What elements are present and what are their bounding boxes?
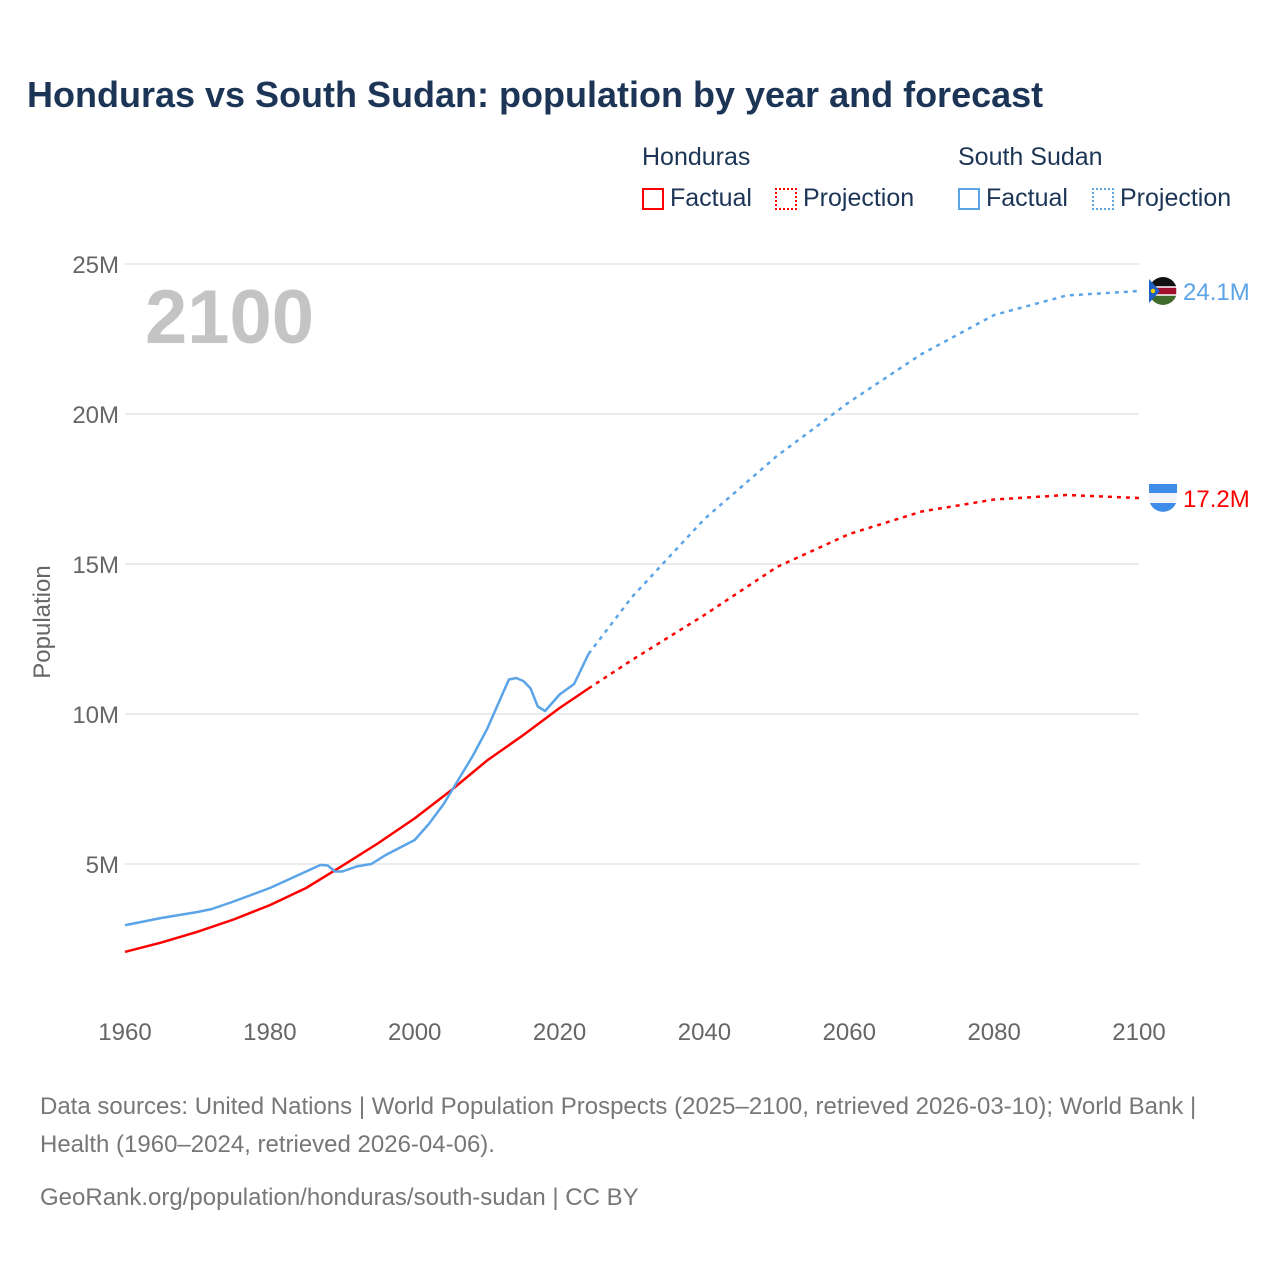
x-tick-label: 1960	[98, 1019, 151, 1046]
south-sudan-end-label: 24.1M	[1183, 279, 1250, 306]
flag-stripe	[1150, 484, 1176, 493]
legend-honduras-projection[interactable]: Projection	[775, 184, 914, 213]
flag-star	[1150, 288, 1156, 294]
x-tick-label: 2100	[1112, 1019, 1165, 1046]
x-tick-label: 2060	[823, 1019, 876, 1046]
y-tick-label: 15M	[72, 552, 119, 579]
chart-title: Honduras vs South Sudan: population by y…	[27, 74, 1044, 115]
legend-label: Factual	[986, 184, 1068, 212]
legend-swatch-solid	[642, 187, 664, 210]
legend-swatch-solid	[958, 187, 980, 210]
x-tick-label: 1980	[243, 1019, 296, 1046]
honduras-factual-line	[124, 687, 590, 954]
source-link[interactable]: GeoRank.org/population/honduras/south-su…	[40, 1184, 639, 1211]
footer: Data sources: United Nations | World Pop…	[40, 1088, 1240, 1217]
legend-swatch-dotted	[1092, 187, 1114, 210]
south-sudan-factual-line	[124, 653, 590, 927]
honduras-end-label: 17.2M	[1183, 486, 1250, 513]
y-tick-label: 10M	[72, 702, 119, 729]
legend-swatch-dotted	[775, 187, 797, 210]
legend-honduras-factual[interactable]: Factual	[642, 184, 752, 213]
honduras-projection-line	[587, 493, 1140, 690]
legend-label: Factual	[670, 184, 752, 212]
legend-south-sudan-factual[interactable]: Factual	[958, 184, 1068, 213]
x-tick-label: 2020	[533, 1019, 586, 1046]
flag-stripe	[1150, 503, 1176, 512]
y-tick-label: 25M	[72, 252, 119, 279]
x-tick-label: 2040	[678, 1019, 731, 1046]
legend-label: Projection	[1120, 184, 1232, 212]
legend-south-sudan-projection[interactable]: Projection	[1092, 184, 1231, 213]
south-sudan-projection-line	[587, 289, 1140, 655]
data-sources: Data sources: United Nations | World Pop…	[40, 1093, 1197, 1158]
y-tick-label: 20M	[72, 402, 119, 429]
legend-group-honduras: Honduras	[642, 143, 751, 171]
legend-group-south-sudan: South Sudan	[958, 143, 1103, 171]
y-axis-label: Population	[29, 565, 56, 678]
y-tick-label: 5M	[86, 852, 119, 879]
x-tick-label: 2000	[388, 1019, 441, 1046]
legend-label: Projection	[803, 184, 915, 212]
year-watermark: 2100	[145, 275, 314, 360]
x-tick-label: 2080	[967, 1019, 1020, 1046]
